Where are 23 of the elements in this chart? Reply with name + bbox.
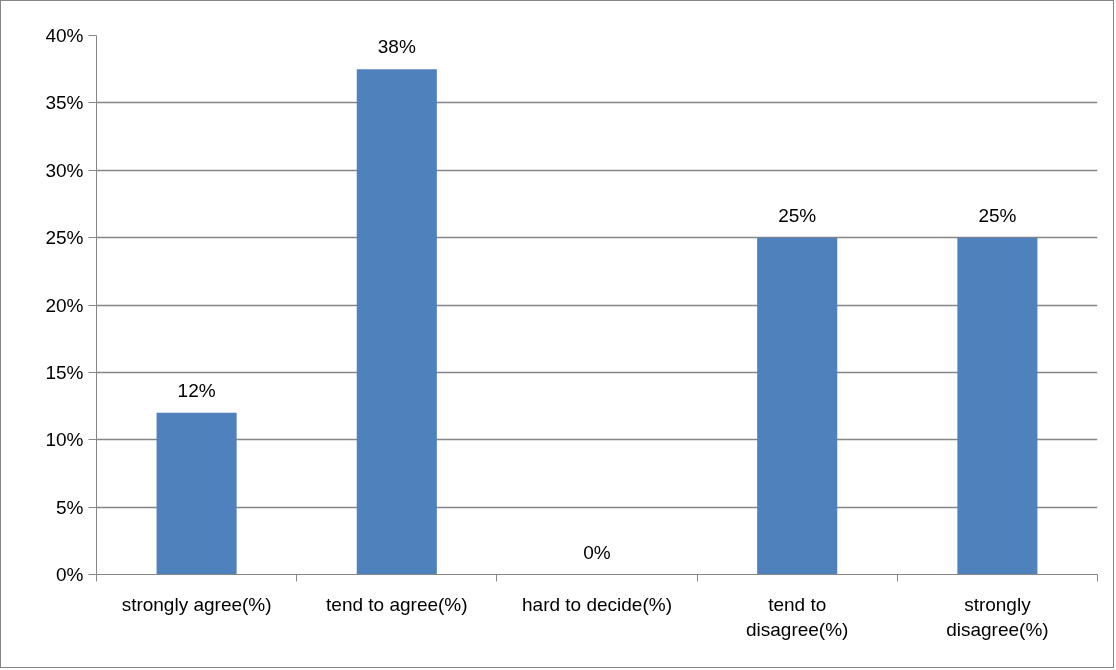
y-tick-label: 25% xyxy=(45,227,84,249)
y-tick-label: 20% xyxy=(45,294,84,316)
data-label: 0% xyxy=(583,541,611,563)
data-label: 12% xyxy=(177,379,216,401)
x-tick-label: hard to decide(%) xyxy=(522,593,672,615)
bar xyxy=(356,69,437,575)
y-tick-label: 5% xyxy=(56,496,84,518)
y-tick-label: 15% xyxy=(45,361,84,383)
y-tick-label: 10% xyxy=(45,429,84,451)
bar xyxy=(156,412,237,575)
y-tick-label: 40% xyxy=(45,25,84,46)
bar xyxy=(757,237,838,575)
data-label: 38% xyxy=(377,36,416,58)
y-tick-label: 0% xyxy=(56,564,84,585)
bar xyxy=(957,237,1038,575)
data-label: 25% xyxy=(778,204,817,226)
x-tick-label: strongly agree(%) xyxy=(121,593,272,615)
y-tick-label: 35% xyxy=(45,92,84,114)
x-tick-label: tend to disagree(%) xyxy=(745,593,849,640)
y-tick-label: 30% xyxy=(45,159,84,181)
data-label: 25% xyxy=(978,204,1017,226)
x-tick-label: tend to agree(%) xyxy=(326,593,468,615)
x-tick-label: strongly disagree(%) xyxy=(946,593,1049,640)
